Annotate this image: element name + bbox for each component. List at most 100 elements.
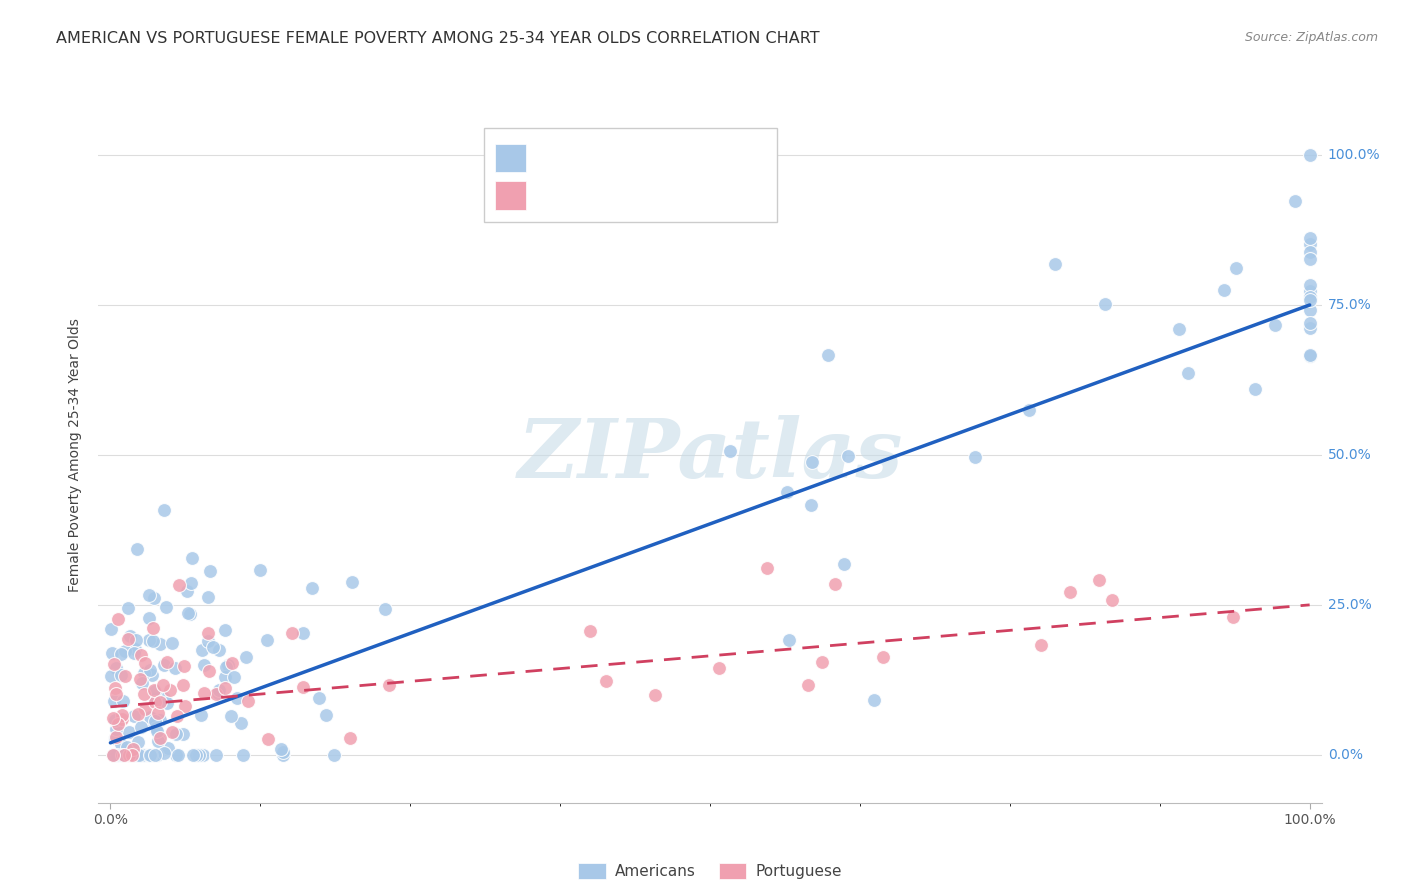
Point [110,648,132,662]
Point [122,747,145,762]
Point [160,725,183,739]
Text: 50.0%: 50.0% [1327,448,1371,462]
Point [111,712,134,726]
Point [1298,316,1320,330]
Point [198,664,221,678]
Point [1284,194,1306,209]
Point [128,672,150,686]
Point [800,455,823,469]
Point [153,658,176,673]
Point [1094,297,1116,311]
Point [146,724,169,739]
Point [143,692,166,706]
Point [817,348,839,362]
Point [374,602,396,616]
Point [103,713,125,727]
Point [101,646,124,660]
Point [270,742,292,756]
Point [235,649,257,664]
Legend: Americans, Portuguese: Americans, Portuguese [572,856,848,886]
Point [165,747,187,762]
Point [256,633,278,648]
Point [132,665,155,680]
Point [100,622,122,636]
Point [191,643,214,657]
Point [103,694,125,708]
Text: R = 0.200: R = 0.200 [534,186,630,204]
Point [644,688,666,702]
Point [138,633,160,648]
Point [834,558,856,572]
Point [139,747,162,762]
Point [134,747,156,762]
Point [776,484,799,499]
Point [110,737,132,751]
Point [100,669,122,683]
Point [104,747,127,762]
Point [143,695,166,709]
Point [172,726,194,740]
Point [134,656,156,670]
Point [122,741,145,756]
Point [1298,348,1320,362]
Point [107,612,129,626]
Point [117,601,139,615]
Point [236,694,259,708]
Point [1244,382,1267,396]
Point [115,740,138,755]
Point [152,691,174,706]
Point [208,683,231,698]
Text: 25.0%: 25.0% [1327,598,1371,612]
Point [103,747,125,762]
Point [152,678,174,692]
Point [139,710,162,724]
Point [131,747,153,762]
Point [118,629,141,643]
Point [800,498,823,512]
Point [143,714,166,729]
Point [111,747,134,762]
Point [117,632,139,646]
Point [167,578,190,592]
Point [152,747,174,761]
Point [377,678,399,692]
Point [173,659,195,673]
Text: R = 0.664: R = 0.664 [534,149,630,167]
Point [308,691,330,706]
Point [176,583,198,598]
Point [129,720,152,734]
Point [191,747,214,762]
Point [1298,252,1320,266]
Text: ZIPatlas: ZIPatlas [517,415,903,495]
Point [292,626,315,640]
Point [138,611,160,625]
Point [184,747,207,762]
Point [824,577,846,591]
Point [217,657,239,672]
Point [339,731,361,746]
Point [323,747,346,762]
Point [125,632,148,647]
Point [173,698,195,713]
Text: AMERICAN VS PORTUGUESE FEMALE POVERTY AMONG 25-34 YEAR OLDS CORRELATION CHART: AMERICAN VS PORTUGUESE FEMALE POVERTY AM… [56,31,820,46]
Point [152,503,174,517]
Point [143,747,166,762]
Point [810,655,832,669]
Point [132,747,155,762]
Point [124,642,146,657]
Point [273,747,295,762]
Point [142,633,165,648]
Point [778,633,800,648]
Point [179,607,201,622]
Point [292,680,315,694]
Point [177,607,200,621]
Point [796,678,818,692]
Point [146,747,169,762]
Point [1298,293,1320,308]
Point [1225,260,1247,275]
Point [132,747,155,762]
Point [105,661,128,675]
Point [107,716,129,731]
Point [103,657,125,671]
Point [146,706,169,720]
